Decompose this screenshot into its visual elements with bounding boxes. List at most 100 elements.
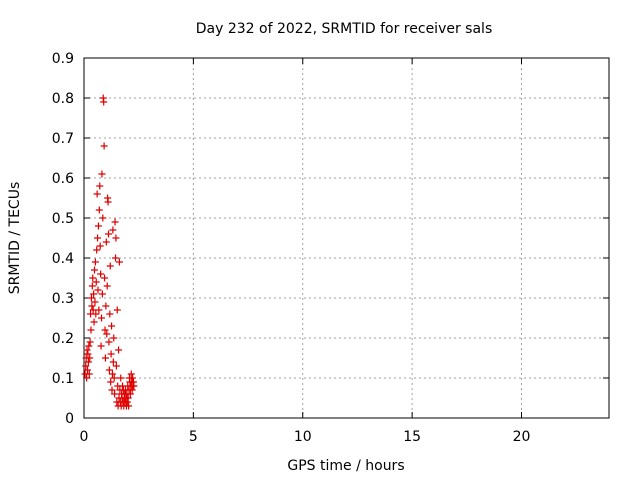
data-point-marker: [112, 254, 119, 262]
data-point-marker: [89, 274, 97, 282]
y-tick-label: 0.1: [52, 371, 74, 387]
data-point-marker: [115, 346, 123, 354]
data-point-marker: [95, 306, 103, 314]
data-point-marker: [106, 310, 114, 318]
data-point-marker: [128, 386, 136, 394]
data-point-marker: [85, 370, 93, 378]
data-point-marker: [101, 354, 109, 362]
data-point-marker: [91, 258, 99, 266]
y-axis-title: SRMTID / TECUs: [7, 182, 23, 295]
data-point-marker: [108, 322, 116, 330]
data-point-marker: [123, 398, 131, 406]
x-axis-title: GPS time / hours: [287, 458, 404, 474]
data-point-marker: [94, 286, 102, 294]
data-point-marker: [124, 394, 132, 402]
data-point-marker: [92, 278, 100, 286]
data-point-marker: [126, 390, 134, 398]
x-tick-label: 10: [294, 429, 312, 445]
data-point-marker: [95, 206, 103, 214]
data-point-marker: [110, 334, 118, 342]
data-point-marker: [109, 358, 117, 366]
data-point-marker: [110, 374, 118, 382]
data-point-marker: [83, 374, 91, 382]
x-tick-label: 20: [513, 429, 531, 445]
data-point-marker: [113, 306, 121, 314]
data-point-marker: [86, 354, 94, 362]
data-point-marker: [87, 294, 95, 302]
data-point-marker: [97, 270, 105, 278]
data-point-marker: [99, 214, 107, 222]
data-point-marker: [102, 302, 110, 310]
data-points: [81, 94, 138, 410]
data-point-marker: [103, 330, 111, 338]
data-point-marker: [130, 382, 138, 390]
y-tick-label: 0.8: [52, 91, 74, 107]
data-point-marker: [115, 258, 123, 266]
y-tick-label: 0.4: [52, 251, 74, 267]
data-point-marker: [94, 234, 102, 242]
data-point-marker: [84, 366, 91, 374]
data-point-marker: [93, 246, 101, 254]
data-point-marker: [111, 218, 119, 226]
data-point-marker: [129, 374, 137, 382]
data-point-marker: [93, 190, 101, 198]
data-point-marker: [91, 266, 98, 274]
data-point-marker: [85, 342, 93, 350]
data-point-marker: [108, 386, 116, 394]
data-point-marker: [125, 402, 133, 410]
data-point-marker: [86, 338, 94, 346]
data-point-marker: [107, 350, 115, 358]
data-point-marker: [105, 230, 112, 238]
data-point-marker: [98, 290, 106, 298]
x-tick-label: 5: [189, 429, 198, 445]
x-tick-label: 15: [403, 429, 421, 445]
data-point-marker: [91, 298, 99, 306]
data-point-marker: [103, 282, 111, 290]
y-tick-label: 0.3: [52, 291, 74, 307]
data-point-marker: [106, 262, 114, 270]
data-point-marker: [109, 226, 117, 234]
data-point-marker: [107, 378, 115, 386]
data-point-marker: [88, 302, 96, 310]
x-tick-label: 0: [80, 429, 89, 445]
data-point-marker: [87, 326, 95, 334]
data-point-marker: [96, 182, 104, 190]
data-point-marker: [111, 390, 119, 398]
y-tick-label: 0: [65, 411, 74, 427]
y-tick-label: 0.2: [52, 331, 74, 347]
y-tick-label: 0.6: [52, 171, 74, 187]
plot-area-border: [83, 57, 610, 419]
data-point-marker: [100, 142, 108, 150]
data-point-marker: [98, 170, 106, 178]
axis-ticks: 0 0.1 0.2 0.3 0.4 0.5 0.6 0.7 0.8 0.9 0 5 10 15 20: [52, 51, 609, 445]
data-point-marker: [94, 222, 102, 230]
y-tick-label: 0.7: [52, 131, 74, 147]
data-point-marker: [82, 362, 90, 370]
data-point-marker: [84, 350, 92, 358]
data-point-marker: [101, 274, 109, 282]
data-point-marker: [105, 338, 113, 346]
data-point-marker: [102, 238, 110, 246]
data-point-marker: [97, 342, 105, 350]
data-point-marker: [101, 326, 109, 334]
data-point-marker: [112, 234, 120, 242]
grid-lines: [84, 58, 609, 418]
data-point-marker: [105, 366, 113, 374]
y-tick-label: 0.5: [52, 211, 74, 227]
data-point-marker: [104, 198, 112, 206]
data-point-marker: [92, 310, 100, 318]
data-point-marker: [83, 346, 91, 354]
y-tick-label: 0.9: [52, 51, 74, 67]
chart-title: Day 232 of 2022, SRMTID for receiver sal…: [196, 21, 492, 37]
data-point-marker: [96, 242, 104, 250]
data-point-marker: [100, 98, 108, 106]
data-point-marker: [117, 374, 125, 382]
data-point-marker: [90, 318, 98, 326]
data-point-marker: [84, 358, 92, 366]
data-point-marker: [98, 314, 105, 322]
data-point-marker: [127, 370, 135, 378]
data-point-marker: [112, 362, 120, 370]
data-point-marker: [108, 370, 116, 378]
